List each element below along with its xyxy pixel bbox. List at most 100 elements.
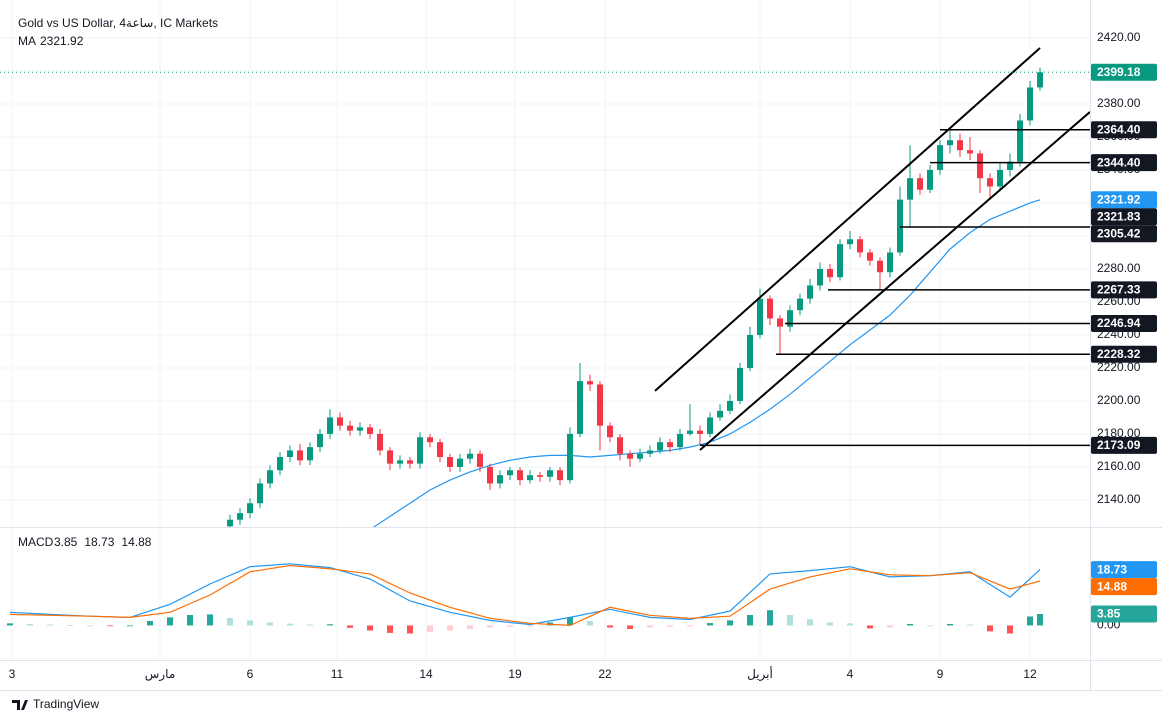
level-label-box (1091, 154, 1157, 172)
histogram-bar (67, 625, 73, 626)
candle-body (947, 140, 953, 146)
candle-body (717, 410, 723, 418)
histogram-bar (127, 625, 133, 627)
candle-body (787, 310, 793, 327)
y-tick-label: 2380.00 (1097, 96, 1141, 110)
histogram-bar (927, 625, 933, 627)
candle-body (1037, 72, 1043, 88)
histogram-bar (87, 625, 93, 627)
candle-body (447, 457, 453, 467)
candle-body (827, 268, 833, 278)
histogram-bar (847, 623, 853, 626)
y-tick-label: 2220.00 (1097, 360, 1141, 374)
candle-body (1017, 120, 1023, 162)
candle-body (247, 503, 253, 514)
candle-body (437, 442, 443, 458)
ma-legend-value: 2321.92 (40, 34, 84, 48)
candle-body (607, 425, 613, 438)
candle-body (257, 483, 263, 504)
candle-body (657, 442, 663, 451)
symbol-title: Gold vs US Dollar, 4ساعة, IC Markets (18, 16, 218, 30)
candle-body (797, 298, 803, 311)
axis-labels: 2399.18 2364.40 2344.40 2321.92 2321.83 2305.… (1091, 63, 1157, 623)
candle-body (517, 470, 523, 481)
candle-body (687, 430, 693, 434)
candle-body (547, 470, 553, 477)
candle-body (667, 442, 673, 448)
histogram-bar (7, 623, 13, 626)
histogram-bar (947, 623, 953, 626)
x-tick-label: 6 (247, 667, 254, 681)
histogram-bar (107, 625, 113, 627)
candle-body (577, 381, 583, 434)
x-tick-label: 22 (598, 667, 612, 681)
y-tick-label: 2200.00 (1097, 393, 1141, 407)
candle-body (357, 427, 363, 431)
histogram-bar (787, 615, 793, 626)
histogram-bar (307, 624, 313, 626)
level-label-box (1091, 345, 1157, 363)
candle-body (237, 513, 243, 520)
macd-legend-value: 3.85 (54, 535, 78, 549)
histogram-bar (527, 625, 533, 627)
histogram-bar (147, 620, 153, 626)
candle-body (557, 470, 563, 481)
histogram-bar (287, 623, 293, 626)
histogram-bar (467, 625, 473, 630)
level-label: 2267.33 (1097, 283, 1141, 297)
candle-body (227, 519, 233, 527)
candle-body (937, 145, 943, 170)
macd-legend-value: 18.73 (84, 535, 114, 549)
histogram-bar (167, 617, 173, 626)
candle-body (747, 334, 753, 368)
candle-body (487, 466, 493, 484)
candle-body (647, 450, 653, 454)
histogram-bar (327, 624, 333, 626)
ma-value-label: 2321.92 (1097, 192, 1141, 206)
macd-pane (7, 563, 1043, 634)
histogram-bar (427, 625, 433, 632)
candle-body (507, 470, 513, 476)
histogram-bar (887, 625, 893, 628)
histogram-bar (707, 623, 713, 626)
candle-body (767, 298, 773, 319)
x-tick-label: 3 (9, 667, 16, 681)
candle-body (1007, 161, 1013, 170)
histogram-bar (727, 620, 733, 626)
brand-logo: TradingView (12, 697, 99, 711)
histogram-bar (367, 625, 373, 631)
candle-body (757, 298, 763, 335)
macd-value-label-box (1091, 578, 1157, 596)
histogram-bar (1027, 616, 1033, 626)
level-label: 2321.83 (1097, 209, 1141, 223)
candle-body (677, 433, 683, 448)
x-tick-label: مارس (145, 667, 176, 682)
candle-body (537, 475, 543, 477)
level-label-box (1091, 121, 1157, 139)
last-price-label-box (1091, 63, 1157, 81)
candle-body (387, 450, 393, 464)
level-label: 2173.09 (1097, 438, 1141, 452)
x-tick-label: 14 (419, 667, 433, 681)
macd-legend-value: 14.88 (121, 535, 151, 549)
macd-value-label-box (1091, 561, 1157, 579)
level-label: 2246.94 (1097, 316, 1141, 330)
candle-body (697, 430, 703, 434)
y-tick-label: 2180.00 (1097, 426, 1141, 440)
macd-value-label: 18.73 (1097, 562, 1127, 576)
candle-body (497, 475, 503, 484)
candle-body (987, 178, 993, 187)
macd-line (9, 564, 1041, 627)
histogram-bar (487, 625, 493, 628)
x-tick-label: 12 (1023, 667, 1037, 681)
x-tick-label: 9 (937, 667, 944, 681)
macd-legend-name: MACD (18, 535, 54, 549)
histogram-bar (1037, 613, 1043, 626)
level-label-box (1091, 314, 1157, 332)
candle-body (597, 384, 603, 426)
candle-body (617, 437, 623, 454)
level-label-box (1091, 208, 1157, 226)
candle-body (837, 244, 843, 278)
candle-body (367, 427, 373, 434)
